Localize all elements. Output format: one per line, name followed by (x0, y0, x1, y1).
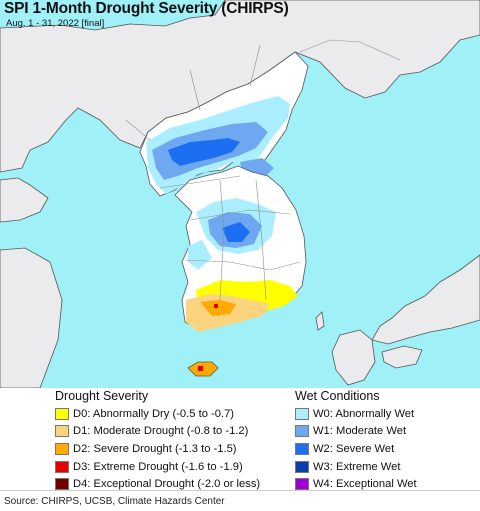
d0-swatch (55, 407, 69, 420)
legend-label-w2: W2: Severe Wet (313, 442, 395, 455)
land-china-mainland (0, 0, 480, 173)
land-china-south (0, 247, 63, 388)
legend-label-d2: D2: Severe Drought (-1.3 to -1.5) (73, 442, 237, 455)
w2-swatch (295, 442, 309, 455)
region-south-korea-extreme-drought (214, 304, 218, 308)
map-title: SPI 1-Month Drought Severity (CHIRPS) (4, 0, 289, 17)
legend-label-d1: D1: Moderate Drought (-0.8 to -1.2) (73, 425, 249, 438)
w3-swatch (295, 460, 309, 473)
legend-label-w1: W1: Moderate Wet (313, 425, 407, 438)
source-footer: Source: CHIRPS, UCSB, Climate Hazards Ce… (0, 490, 480, 511)
region-south-korea-severe-wet (222, 222, 250, 242)
w4-swatch (295, 478, 309, 491)
land-tsushima (315, 311, 325, 331)
legend-item-w0: W0: Abnormally Wet (295, 405, 475, 423)
legend-label-w4: W4: Exceptional Wet (313, 478, 417, 491)
w0-swatch (295, 407, 309, 420)
wet-legend-title: Wet Conditions (295, 389, 380, 403)
d3-swatch (55, 460, 69, 473)
legend-item-w2: W2: Severe Wet (295, 440, 475, 458)
legend-item-w1: W1: Moderate Wet (295, 423, 475, 441)
drought-legend-title: Drought Severity (55, 389, 149, 403)
legend-item-d4: D4: Exceptional Drought (-2.0 or less) (55, 475, 290, 493)
d2-swatch (55, 442, 69, 455)
land-japan-kyushu (331, 329, 376, 386)
map-canvas (0, 0, 480, 388)
land-liaodong-shandong (0, 177, 49, 223)
land-japan-honshu (371, 254, 480, 345)
d4-swatch (55, 478, 69, 491)
land-japan-shikoku (381, 345, 423, 369)
legend-item-d0: D0: Abnormally Dry (-0.5 to -0.7) (55, 405, 290, 423)
map-subtitle: Aug. 1 - 31, 2022 [final] (6, 18, 105, 29)
legend-item-d2: D2: Severe Drought (-1.3 to -1.5) (55, 440, 290, 458)
region-jeju-extreme-drought (198, 366, 203, 371)
legend-label-w3: W3: Extreme Wet (313, 460, 401, 473)
legend-label-d3: D3: Extreme Drought (-1.6 to -1.9) (73, 460, 243, 473)
region-south-korea-wet-west (188, 240, 212, 270)
region-north-korea-severe-wet (168, 138, 240, 166)
drought-legend: Drought Severity D0: Abnormally Dry (-0.… (55, 389, 290, 493)
w1-swatch (295, 425, 309, 438)
legend-item-w3: W3: Extreme Wet (295, 458, 475, 476)
legend-label-d4: D4: Exceptional Drought (-2.0 or less) (73, 478, 261, 491)
legend-label-w0: W0: Abnormally Wet (313, 407, 415, 420)
legend-item-w4: W4: Exceptional Wet (295, 475, 475, 493)
legend-item-d3: D3: Extreme Drought (-1.6 to -1.9) (55, 458, 290, 476)
source-credit: Source: CHIRPS, UCSB, Climate Hazards Ce… (4, 496, 225, 507)
d1-swatch (55, 425, 69, 438)
legend-item-d1: D1: Moderate Drought (-0.8 to -1.2) (55, 423, 290, 441)
admin-border-lines (125, 39, 401, 301)
wet-legend: Wet Conditions W0: Abnormally Wet W1: Mo… (295, 389, 475, 493)
legend-label-d0: D0: Abnormally Dry (-0.5 to -0.7) (73, 407, 235, 420)
